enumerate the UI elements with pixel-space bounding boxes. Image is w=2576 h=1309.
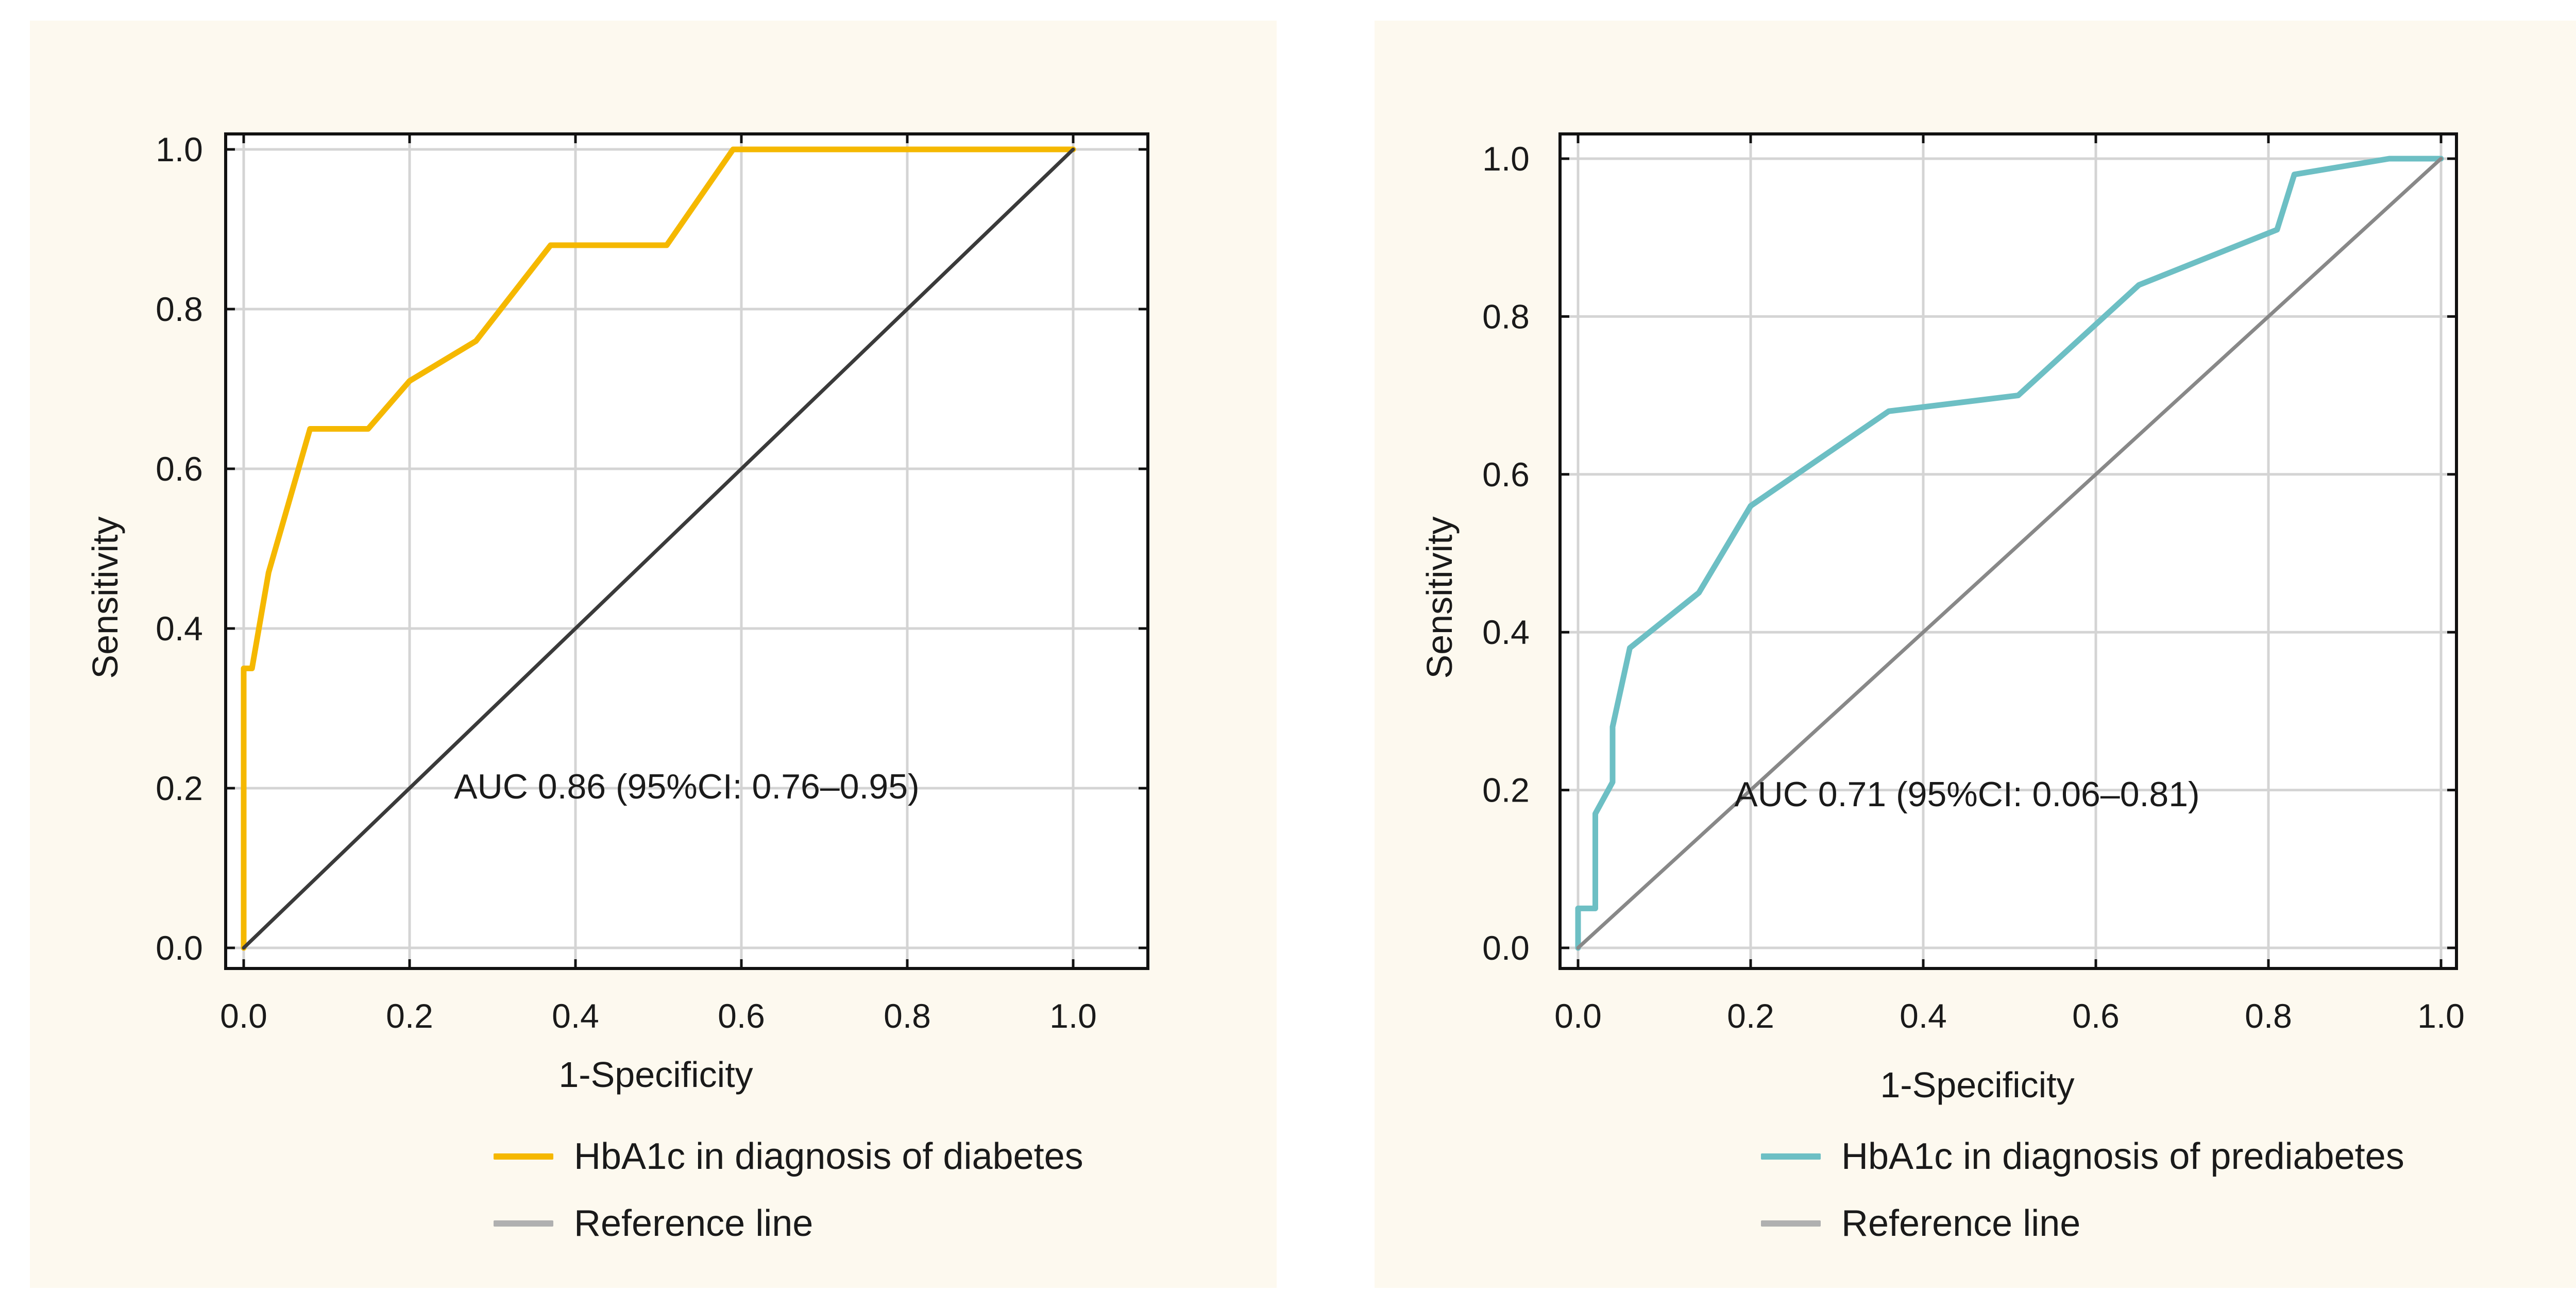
x-tick-label: 0.0 — [220, 997, 267, 1035]
legend-swatch — [1761, 1153, 1821, 1160]
y-tick-label: 0.8 — [1482, 297, 1530, 335]
x-tick-label: 0.4 — [552, 997, 599, 1035]
y-tick-label: 1.0 — [156, 130, 203, 168]
legend: HbA1c in diagnosis of prediabetes Refere… — [1761, 1123, 2404, 1257]
roc-chart-prediabetes: 0.0 0.2 0.4 0.6 0.8 1.0 0.0 0.2 0.4 0.6 0.8 1.0 1-Sp… — [1419, 132, 2465, 1105]
plot-frame — [224, 132, 1149, 970]
legend-item-reference-line: Reference line — [494, 1190, 1083, 1257]
y-tick-label: 1.0 — [1482, 140, 1530, 178]
y-axis-title: Sensitivity — [85, 516, 125, 678]
x-tick-label: 0.4 — [1900, 997, 1947, 1035]
y-tick-label: 0.4 — [156, 609, 203, 648]
reference-line — [1576, 157, 2443, 950]
y-tick-label: 0.2 — [1482, 771, 1530, 809]
x-tick-label: 0.6 — [718, 997, 765, 1035]
legend-label: Reference line — [574, 1203, 814, 1244]
auc-annotation: AUC 0.71 (95%CI: 0.06–0.81) — [1734, 775, 2199, 814]
y-tick-label: 0.4 — [1482, 613, 1530, 651]
x-tick-label: 1.0 — [2417, 997, 2465, 1035]
x-tick-label: 0.0 — [1554, 997, 1602, 1035]
x-tick-label: 0.2 — [386, 997, 433, 1035]
legend: HbA1c in diagnosis of diabetes Reference… — [494, 1123, 1083, 1257]
plot-area — [226, 134, 1148, 968]
y-tick-label: 0.8 — [156, 290, 203, 328]
legend-swatch — [494, 1220, 553, 1227]
y-tick-label: 0.6 — [156, 450, 203, 488]
legend-label: HbA1c in diagnosis of prediabetes — [1841, 1136, 2404, 1177]
roc-panel-diabetes: 0.0 0.2 0.4 0.6 0.8 1.0 0.0 0.2 0.4 0.6 0.8 1.0 1-Sp… — [30, 21, 1277, 1288]
legend-label: HbA1c in diagnosis of diabetes — [574, 1136, 1083, 1177]
y-tick-label: 0.2 — [156, 769, 203, 807]
x-tick-label: 0.6 — [2072, 997, 2120, 1035]
x-tick-label: 0.8 — [884, 997, 931, 1035]
roc-curve — [241, 146, 1076, 951]
legend-item-reference-line: Reference line — [1761, 1190, 2404, 1257]
auc-annotation: AUC 0.86 (95%CI: 0.76–0.95) — [454, 767, 919, 806]
y-tick-label: 0.6 — [1482, 455, 1530, 494]
roc-chart-diabetes: 0.0 0.2 0.4 0.6 0.8 1.0 0.0 0.2 0.4 0.6 0.8 1.0 1-Sp… — [85, 130, 1149, 1095]
y-axis-title: Sensitivity — [1419, 516, 1460, 678]
x-tick-label: 0.8 — [2245, 997, 2292, 1035]
legend-label: Reference line — [1841, 1203, 2081, 1244]
roc-panel-prediabetes: 0.0 0.2 0.4 0.6 0.8 1.0 0.0 0.2 0.4 0.6 0.8 1.0 1-Sp… — [1375, 21, 2576, 1288]
x-tick-label: 1.0 — [1049, 997, 1097, 1035]
x-axis-title: 1-Specificity — [558, 1055, 753, 1095]
legend-item-roc-curve: HbA1c in diagnosis of prediabetes — [1761, 1123, 2404, 1190]
reference-line — [242, 147, 1075, 950]
x-axis-title: 1-Specificity — [1880, 1065, 2074, 1105]
legend-item-roc-curve: HbA1c in diagnosis of diabetes — [494, 1123, 1083, 1190]
x-tick-label: 0.2 — [1727, 997, 1774, 1035]
y-tick-label: 0.0 — [1482, 929, 1530, 967]
plot-frame — [1558, 132, 2458, 970]
y-tick-label: 0.0 — [156, 929, 203, 967]
roc-curve — [1575, 156, 2444, 951]
legend-swatch — [494, 1153, 553, 1160]
legend-swatch — [1761, 1220, 1821, 1227]
